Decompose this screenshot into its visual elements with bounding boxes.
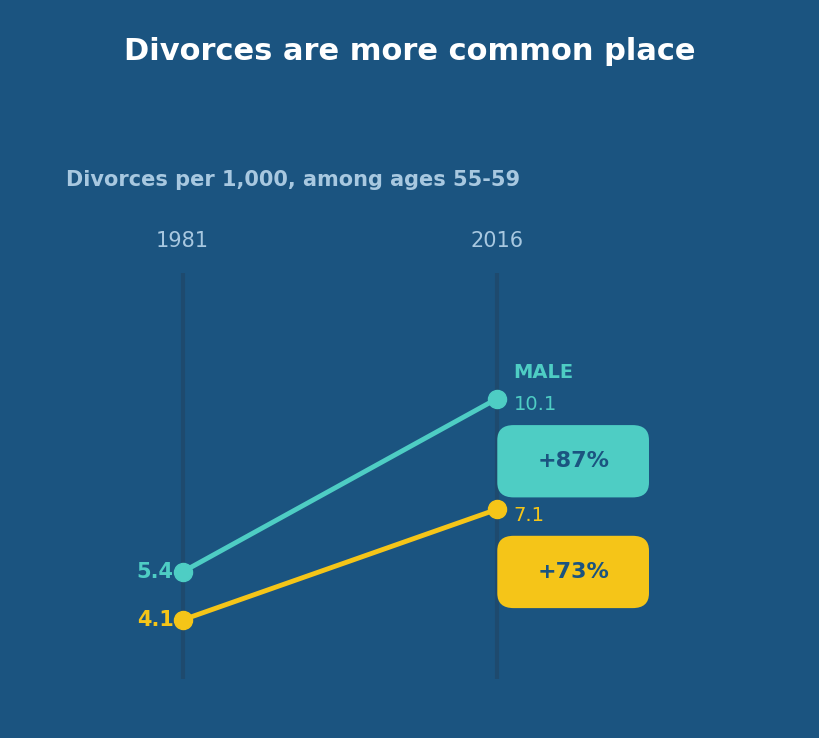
Text: Divorces per 1,000, among ages 55-59: Divorces per 1,000, among ages 55-59	[66, 170, 519, 190]
Text: 5.4: 5.4	[136, 562, 174, 582]
Text: 1981: 1981	[156, 231, 209, 251]
Text: 10.1: 10.1	[513, 395, 556, 414]
Text: FEMALE: FEMALE	[513, 474, 600, 493]
Text: 7.1: 7.1	[513, 506, 544, 525]
Text: +87%: +87%	[536, 451, 609, 472]
Text: 2016: 2016	[470, 231, 523, 251]
Text: +73%: +73%	[536, 562, 609, 582]
Text: 4.1: 4.1	[137, 610, 174, 630]
Text: Divorces are more common place: Divorces are more common place	[124, 37, 695, 66]
Text: MALE: MALE	[513, 363, 573, 382]
